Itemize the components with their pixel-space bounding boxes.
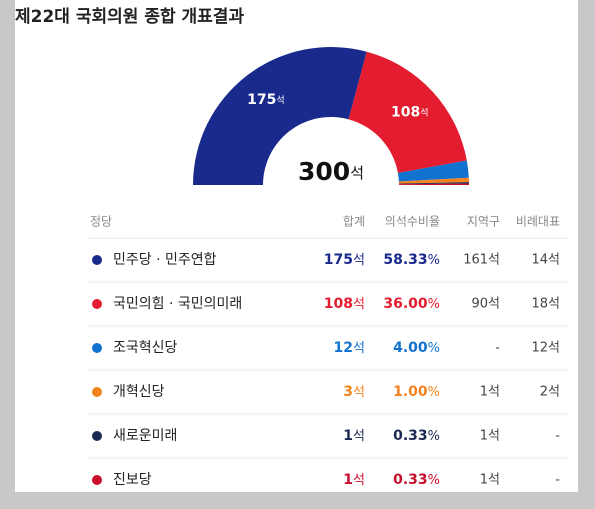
- pie-segment: [398, 177, 469, 184]
- proportional-seats: -: [555, 473, 560, 488]
- proportional-seats: -: [555, 429, 560, 444]
- party-name: 개혁신당: [113, 384, 165, 400]
- seat-total: 108석: [324, 296, 365, 312]
- seat-total: 3석: [343, 384, 365, 400]
- party-name: 국민의힘 · 국민의미래: [113, 296, 242, 312]
- table-header: 합계: [343, 215, 365, 229]
- party-name: 민주당 · 민주연합: [113, 252, 217, 268]
- value-label: 175석: [247, 92, 285, 108]
- legend-dot: [92, 343, 102, 353]
- district-seats: 90석: [471, 297, 500, 312]
- district-seats: 1석: [480, 429, 500, 444]
- table-header: 비례대표: [516, 215, 560, 229]
- seat-ratio: 1.00%: [393, 384, 440, 400]
- seat-ratio: 0.33%: [393, 428, 440, 444]
- district-seats: -: [495, 341, 500, 356]
- table-header: 정당: [90, 215, 112, 229]
- table-header: 지역구: [467, 215, 500, 229]
- pie-segment: [397, 160, 469, 182]
- party-name: 조국혁신당: [113, 340, 178, 356]
- legend-dot: [92, 299, 102, 309]
- value-label: 108석: [391, 105, 429, 121]
- seat-ratio: 0.33%: [393, 472, 440, 488]
- proportional-seats: 12석: [531, 341, 560, 356]
- seat-ratio: 58.33%: [383, 252, 440, 268]
- seat-total: 1석: [343, 428, 365, 444]
- pie-segment: [193, 46, 367, 185]
- seat-ratio: 4.00%: [393, 340, 440, 356]
- proportional-seats: 14석: [531, 253, 560, 268]
- pie-segment: [348, 51, 467, 173]
- district-seats: 1석: [480, 473, 500, 488]
- legend-dot: [92, 387, 102, 397]
- party-name: 새로운미래: [113, 428, 177, 444]
- proportional-seats: 18석: [531, 297, 560, 312]
- legend-dot: [92, 431, 102, 441]
- seat-total: 1석: [343, 472, 365, 488]
- proportional-seats: 2석: [540, 385, 560, 400]
- district-seats: 161석: [463, 253, 500, 268]
- legend-dot: [92, 255, 102, 265]
- chart-title: 제22대 국회의원 종합 개표결과: [15, 6, 244, 27]
- legend-dot: [92, 475, 102, 485]
- total-label: 300석: [298, 157, 364, 186]
- seat-ratio: 36.00%: [383, 296, 440, 312]
- table-header: 의석수비율: [385, 215, 440, 229]
- district-seats: 1석: [480, 385, 500, 400]
- party-name: 진보당: [113, 472, 152, 488]
- pie-segment: [398, 182, 469, 185]
- seat-total: 12석: [334, 340, 365, 356]
- pie-segment: [398, 183, 469, 185]
- seat-total: 175석: [324, 252, 365, 268]
